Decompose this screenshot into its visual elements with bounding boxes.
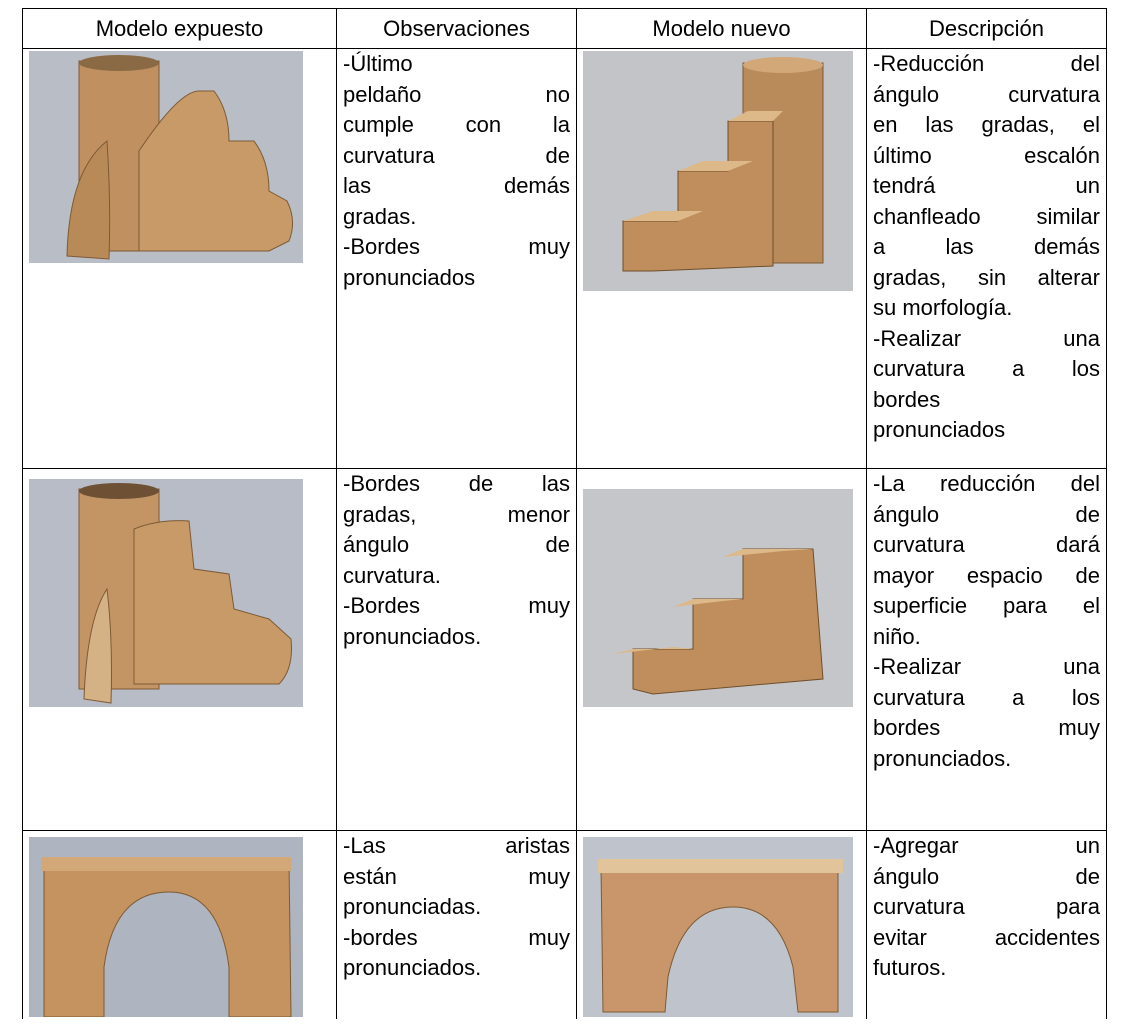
text-line: gradas, sin alterar bbox=[873, 264, 1100, 290]
descripcion: -Agregar un ángulo de curvatura para evitar… bbox=[873, 832, 1100, 984]
text-line: las demás bbox=[343, 173, 570, 198]
text-line: bordes muy bbox=[873, 715, 1100, 740]
text-cell: -Las aristas están muy pronunciadas. -borde… bbox=[336, 830, 577, 1019]
observaciones: -Último peldaño no cumple con la curvatura … bbox=[343, 50, 570, 294]
image-cell bbox=[22, 468, 337, 831]
text-line: curvatura a los bbox=[873, 684, 1100, 710]
text-line: pronunciados. bbox=[343, 623, 482, 649]
text-line: pronunciados bbox=[873, 417, 1006, 442]
text-line: -Realizar una bbox=[873, 325, 1100, 351]
text-line: mayor espacio de bbox=[873, 562, 1100, 588]
text-line: en las gradas, el bbox=[873, 112, 1100, 137]
text-line: evitar accidentes bbox=[873, 924, 1100, 950]
text-line: peldaño no bbox=[343, 81, 570, 107]
text-line: -La reducción del bbox=[873, 471, 1100, 496]
text-line: ángulo de bbox=[873, 863, 1100, 889]
text-cell: -Agregar un ángulo de curvatura para evitar… bbox=[866, 830, 1107, 1019]
image-cell bbox=[576, 830, 867, 1019]
photo-old-stairs-side bbox=[29, 479, 303, 707]
text-line: ángulo de bbox=[873, 501, 1100, 527]
header-cell: Modelo nuevo bbox=[576, 8, 867, 49]
text-line: gradas, menor bbox=[343, 501, 570, 527]
header-row: Modelo expuesto Observaciones Modelo nue… bbox=[22, 8, 1107, 49]
text-line: chanfleado similar bbox=[873, 203, 1100, 229]
row: -Las aristas están muy pronunciadas. -borde… bbox=[22, 830, 1107, 1019]
text-line: -Las aristas bbox=[343, 833, 570, 858]
header-cell: Observaciones bbox=[336, 8, 577, 49]
text-line: -Agregar un bbox=[873, 833, 1100, 858]
photo-new-arch bbox=[583, 837, 853, 1017]
text-line: bordes bbox=[873, 386, 941, 412]
text-line: -Realizar una bbox=[873, 654, 1100, 679]
text-line: -Bordes de las bbox=[343, 471, 570, 496]
text-cell: -Último peldaño no cumple con la curvatura … bbox=[336, 48, 577, 469]
text-line: cumple con la bbox=[343, 112, 570, 137]
text-line: curvatura dará bbox=[873, 532, 1100, 557]
text-line: pronunciadas. bbox=[343, 894, 482, 919]
text-line: pronunciados. bbox=[873, 745, 1012, 771]
text-line: niño. bbox=[873, 623, 921, 649]
text-line: su morfología. bbox=[873, 295, 1013, 320]
text-line: superficie para el bbox=[873, 593, 1100, 618]
text-line: ángulo de bbox=[343, 532, 570, 557]
image-cell bbox=[22, 48, 337, 469]
text-cell: -Bordes de las gradas, menor ángulo de curv… bbox=[336, 468, 577, 831]
text-line: futuros. bbox=[873, 955, 947, 980]
observaciones: -Las aristas están muy pronunciadas. -borde… bbox=[343, 832, 570, 984]
text-line: curvatura de bbox=[343, 142, 570, 168]
row: -Último peldaño no cumple con la curvatura … bbox=[22, 48, 1107, 469]
text-line: a las demás bbox=[873, 234, 1100, 259]
photo-old-arch bbox=[29, 837, 303, 1017]
comparison-table: Modelo expuesto Observaciones Modelo nue… bbox=[22, 8, 1107, 1019]
descripcion: -La reducción del ángulo de curvatura dará… bbox=[873, 470, 1100, 775]
text-line: ángulo curvatura bbox=[873, 81, 1100, 107]
text-line: -Último bbox=[343, 51, 413, 76]
text-line: último escalón bbox=[873, 142, 1100, 168]
descripcion: -Reducción del ángulo curvatura en las gra… bbox=[873, 50, 1100, 446]
text-line: pronunciados bbox=[343, 264, 476, 290]
text-line: curvatura. bbox=[343, 562, 441, 588]
text-line: pronunciados. bbox=[343, 955, 482, 980]
text-line: -Bordes muy bbox=[343, 234, 570, 259]
text-cell: -La reducción del ángulo de curvatura dará… bbox=[866, 468, 1107, 831]
text-line: -bordes muy bbox=[343, 924, 570, 950]
text-line: están muy bbox=[343, 863, 570, 889]
photo-new-stairs bbox=[583, 51, 853, 291]
text-line: gradas. bbox=[343, 203, 417, 229]
image-cell bbox=[576, 468, 867, 831]
header-cell: Modelo expuesto bbox=[22, 8, 337, 49]
photo-new-stairs-side bbox=[583, 489, 853, 707]
photo-old-stairs bbox=[29, 51, 303, 263]
image-cell bbox=[576, 48, 867, 469]
text-line: -Reducción del bbox=[873, 51, 1100, 76]
text-line: curvatura a los bbox=[873, 356, 1100, 381]
text-line: curvatura para bbox=[873, 894, 1100, 919]
image-cell bbox=[22, 830, 337, 1019]
text-cell: -Reducción del ángulo curvatura en las gra… bbox=[866, 48, 1107, 469]
row: -Bordes de las gradas, menor ángulo de curv… bbox=[22, 468, 1107, 831]
header-cell: Descripción bbox=[866, 8, 1107, 49]
text-line: -Bordes muy bbox=[343, 593, 570, 618]
observaciones: -Bordes de las gradas, menor ángulo de curv… bbox=[343, 470, 570, 653]
text-line: tendrá un bbox=[873, 173, 1100, 198]
